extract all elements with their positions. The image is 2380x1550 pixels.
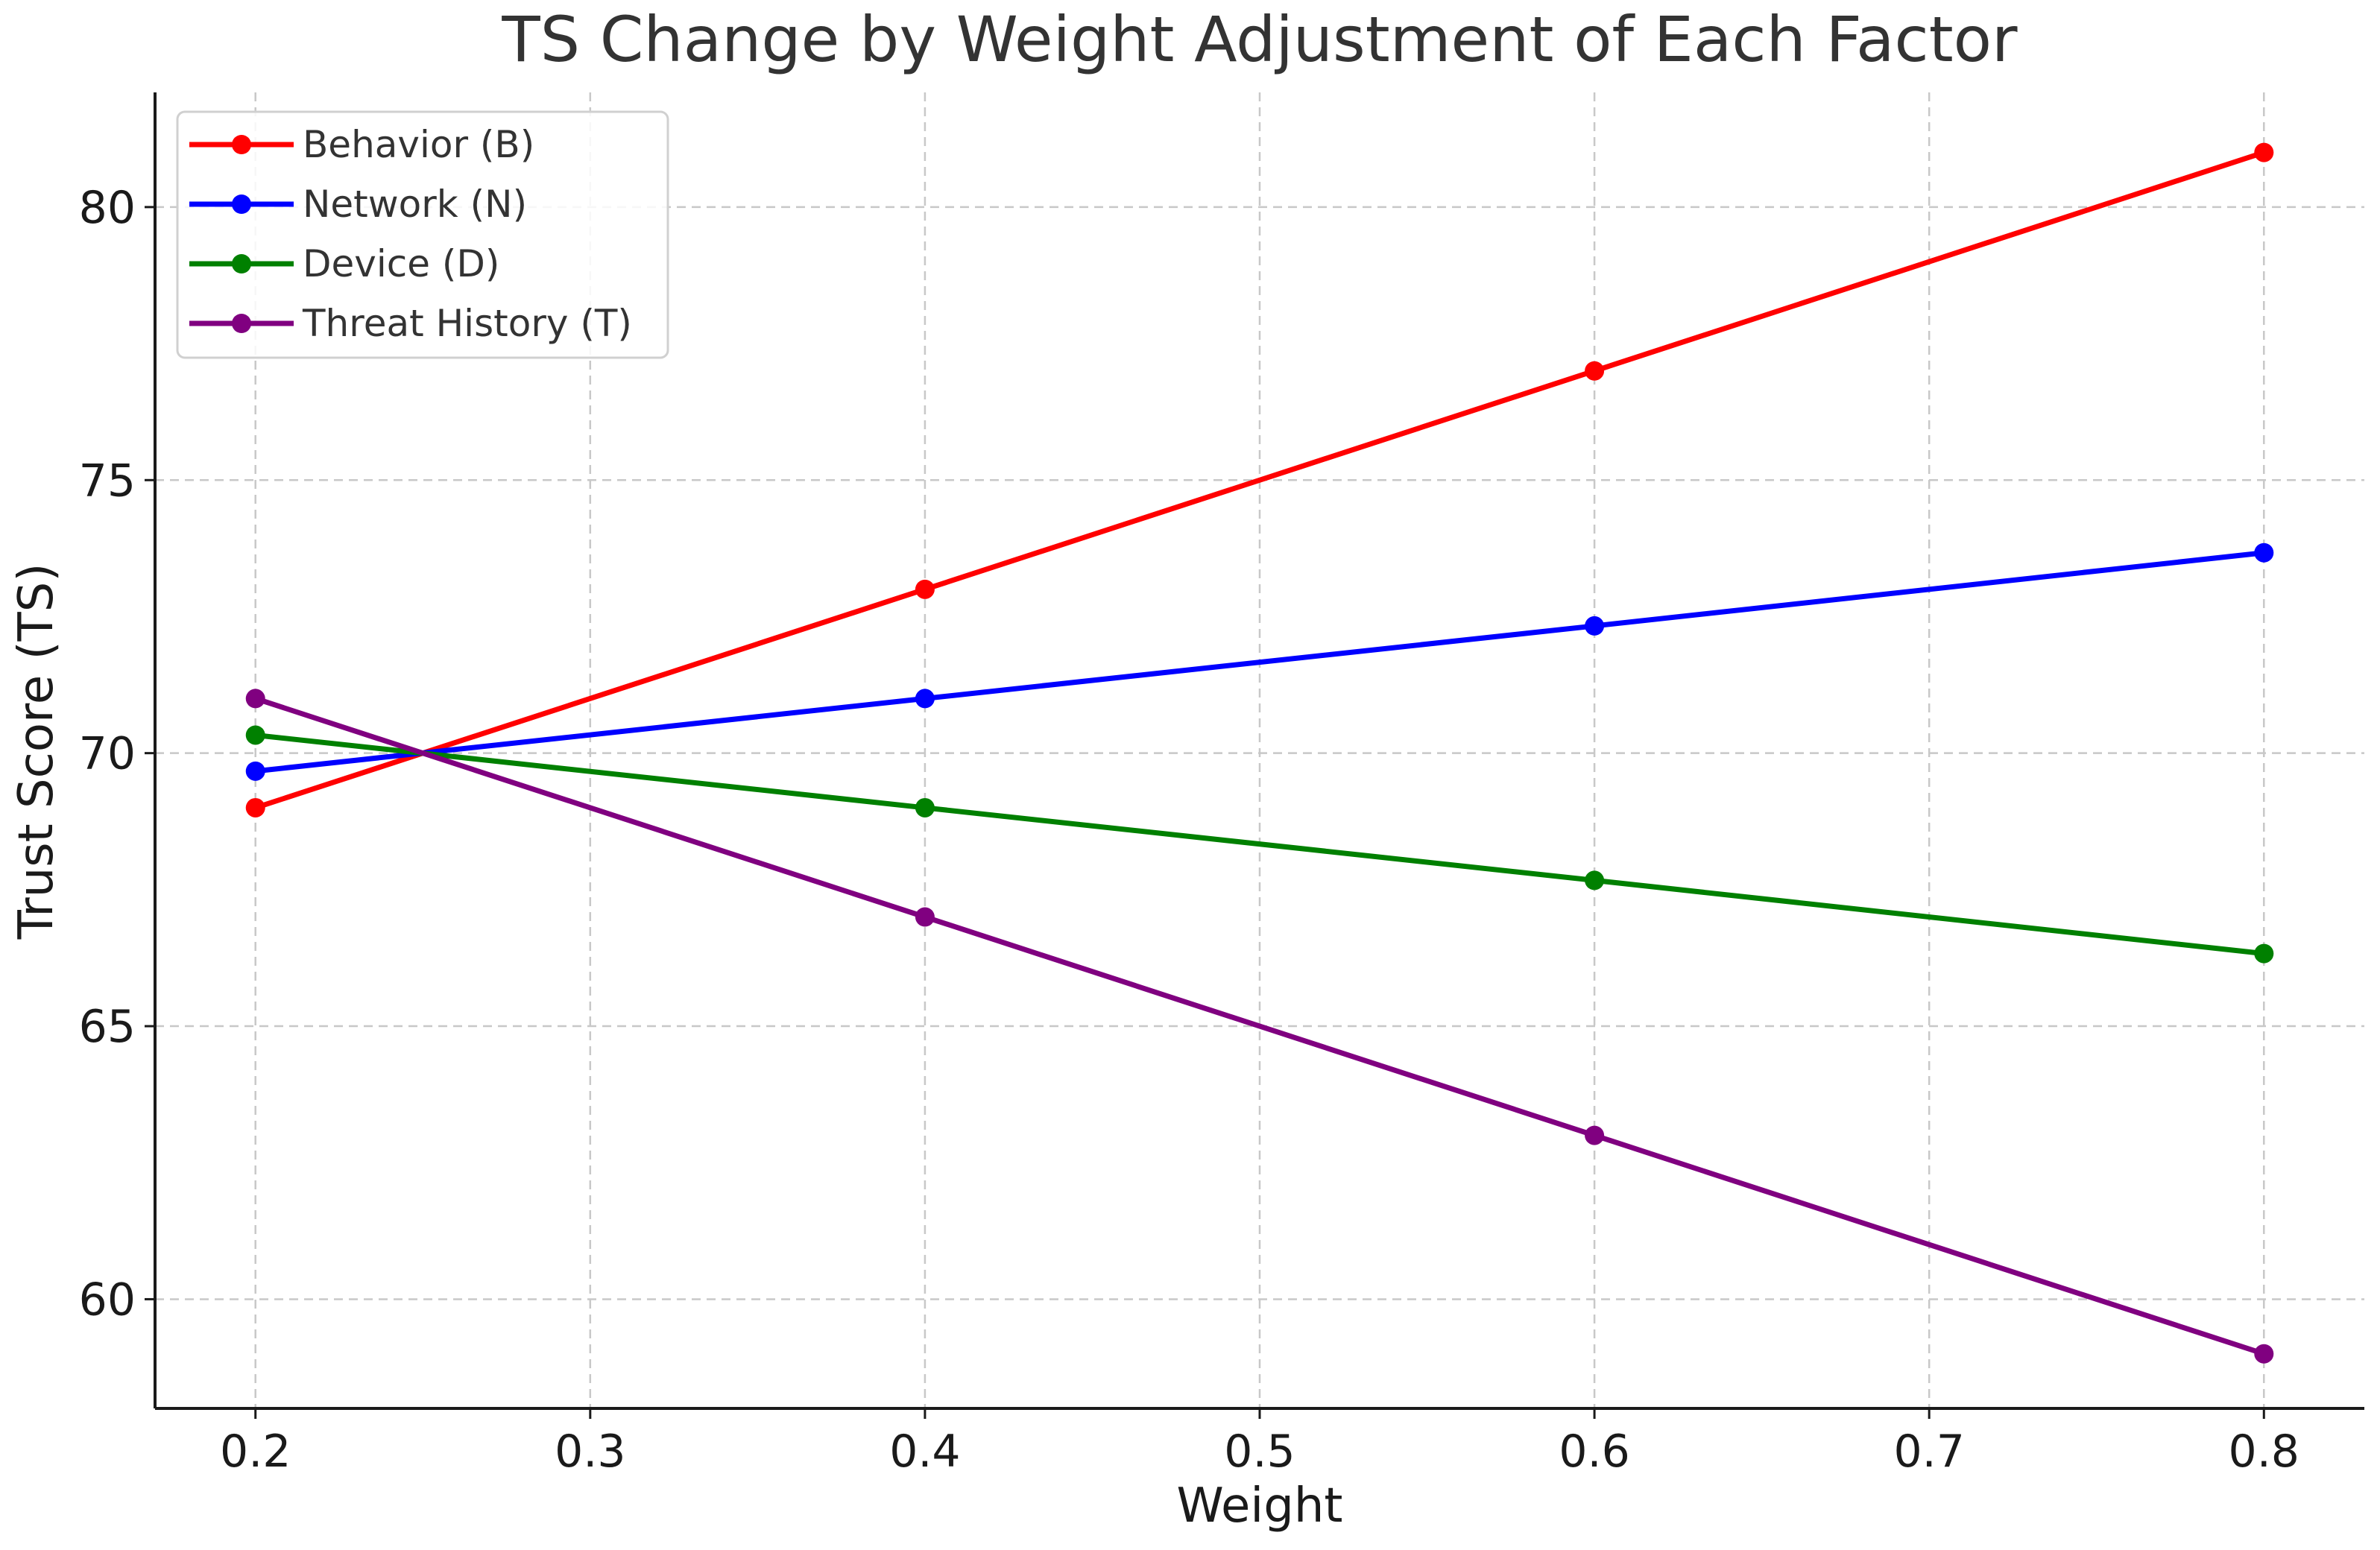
x-tick-label: 0.2 <box>220 1426 291 1478</box>
x-axis-label: Weight <box>1177 1478 1343 1534</box>
data-point-threat-history-t <box>245 689 265 709</box>
chart-title: TS Change by Weight Adjustment of Each F… <box>501 3 2018 76</box>
data-point-behavior-b <box>915 579 935 599</box>
data-point-threat-history-t <box>915 907 935 927</box>
legend-item-behavior-b: Behavior (B) <box>189 123 534 166</box>
data-point-threat-history-t <box>1585 1125 1605 1145</box>
data-point-device-d <box>915 797 935 817</box>
data-point-behavior-b <box>2254 142 2274 162</box>
y-axis-ticks: 60 65 70 75 80 <box>79 182 155 1326</box>
data-point-network-n <box>2254 542 2274 563</box>
data-point-behavior-b <box>1585 361 1605 381</box>
x-tick-label: 0.6 <box>1559 1426 1629 1478</box>
legend-swatch-marker <box>232 314 251 333</box>
legend-item-device-d: Device (D) <box>189 242 499 285</box>
series-network-n <box>245 542 2274 781</box>
y-tick-label: 65 <box>79 1001 136 1053</box>
x-tick-label: 0.7 <box>1893 1426 1964 1478</box>
data-point-behavior-b <box>245 797 265 817</box>
series-line-network-n <box>253 550 2267 774</box>
legend-swatch-marker <box>232 135 251 154</box>
legend-swatch-marker <box>232 194 251 214</box>
legend-label: Behavior (B) <box>303 123 534 166</box>
series-threat-history-t <box>245 689 2274 1364</box>
data-point-network-n <box>245 761 265 781</box>
data-point-network-n <box>915 689 935 709</box>
legend-swatch-marker <box>232 254 251 273</box>
x-tick-label: 0.3 <box>555 1426 625 1478</box>
series-behavior-b <box>245 142 2274 817</box>
legend-box <box>176 110 669 359</box>
y-tick-label: 60 <box>79 1274 136 1326</box>
y-tick-label: 70 <box>79 728 136 780</box>
legend-label: Threat History (T) <box>302 302 632 345</box>
legend-label: Device (D) <box>303 242 499 285</box>
legend-label: Network (N) <box>303 183 527 226</box>
series-line-device-d <box>253 732 2267 957</box>
x-tick-label: 0.4 <box>889 1426 960 1478</box>
legend-item-threat-history-t: Threat History (T) <box>189 302 632 345</box>
y-tick-label: 80 <box>79 182 136 234</box>
data-point-device-d <box>245 725 265 745</box>
legend: Behavior (B) Network (N) Device (D) Threat … <box>176 110 669 359</box>
x-tick-label: 0.8 <box>2229 1426 2299 1478</box>
x-axis-ticks: 0.2 0.3 0.4 0.5 0.6 0.7 0.8 <box>220 1408 2299 1478</box>
y-tick-label: 75 <box>79 455 136 507</box>
series-line-behavior-b <box>253 150 2267 811</box>
x-tick-label: 0.5 <box>1224 1426 1295 1478</box>
data-point-device-d <box>2254 943 2274 964</box>
y-axis-label: Trust Score (TS) <box>9 563 64 940</box>
data-point-network-n <box>1585 616 1605 636</box>
series-device-d <box>245 725 2274 964</box>
series-line-threat-history-t <box>253 695 2267 1357</box>
legend-item-network-n: Network (N) <box>189 183 527 226</box>
data-point-device-d <box>1585 870 1605 891</box>
series-lines <box>245 142 2274 1364</box>
data-point-threat-history-t <box>2254 1344 2274 1364</box>
